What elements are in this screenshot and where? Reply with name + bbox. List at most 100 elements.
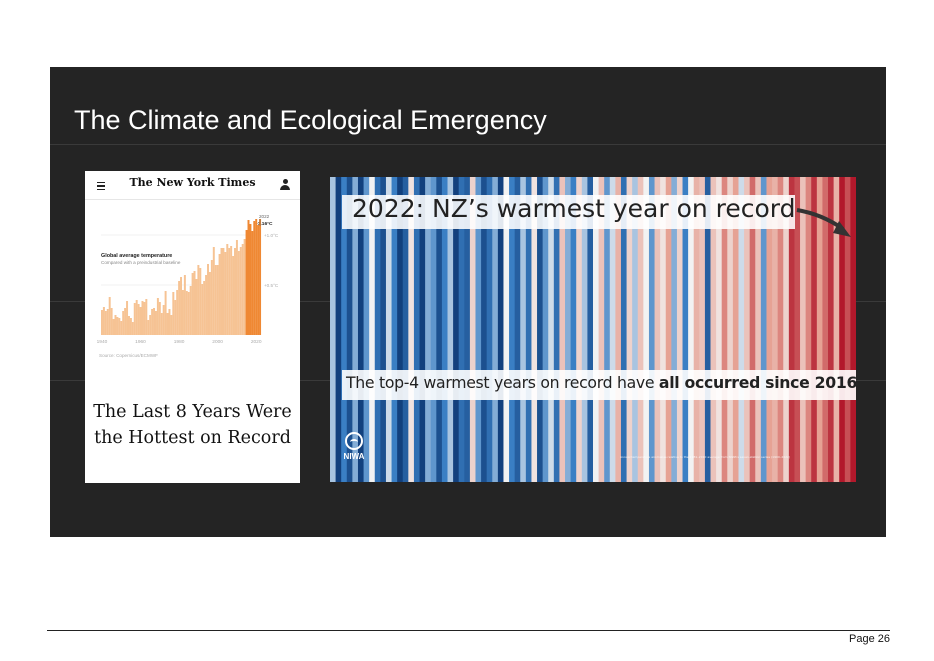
bar-1988 <box>193 271 196 335</box>
stripe-65 <box>693 177 700 482</box>
warming-stripes <box>330 177 856 482</box>
bar-1942 <box>104 311 107 335</box>
stripe-6 <box>363 177 370 482</box>
bar-2010 <box>235 240 238 335</box>
bar-1994 <box>205 275 208 335</box>
stripe-70 <box>721 177 728 482</box>
stripe-93 <box>850 177 856 482</box>
stripe-34 <box>520 177 527 482</box>
stripe-10 <box>385 177 393 482</box>
stripe-91 <box>839 177 846 482</box>
divider <box>50 144 886 145</box>
bar-1954 <box>127 316 130 335</box>
stripe-74 <box>744 177 751 482</box>
stripe-86 <box>811 177 818 482</box>
bar-1947 <box>114 315 117 335</box>
bar-1946 <box>112 319 115 335</box>
user-icon <box>280 179 290 191</box>
bar-1985 <box>187 292 190 335</box>
bar-1943 <box>106 309 109 335</box>
bar-2019 <box>253 221 256 335</box>
caption-text: The top-4 warmest years on record have <box>346 373 659 392</box>
bar-2011 <box>237 251 240 335</box>
bar-2017 <box>249 224 252 335</box>
stripe-11 <box>391 177 398 482</box>
stripe-7 <box>369 177 376 482</box>
article-headline: The Last 8 Years Were the Hottest on Rec… <box>93 402 292 448</box>
stripe-20 <box>441 177 449 482</box>
bar-1977 <box>172 292 175 335</box>
bar-2009 <box>234 248 236 335</box>
stripe-52 <box>620 177 628 482</box>
nyt-header: The New York Times <box>85 171 300 200</box>
bar-1997 <box>210 260 213 335</box>
stripes-title: 2022: NZ’s warmest year on record <box>352 194 796 223</box>
bar-2008 <box>232 256 235 335</box>
bar-2004 <box>224 252 227 335</box>
stripe-92 <box>844 177 852 482</box>
stripe-82 <box>788 177 796 482</box>
fineprint: Annual temperature anomalies relative to… <box>620 455 791 459</box>
bar-1986 <box>189 286 192 335</box>
bar-2018 <box>251 231 254 335</box>
stripe-76 <box>755 177 762 482</box>
caption-bold: all occurred since 2016 <box>658 373 856 392</box>
stripe-68 <box>710 177 717 482</box>
stripe-90 <box>833 177 840 482</box>
stripe-89 <box>828 177 835 482</box>
stripe-1 <box>335 177 342 482</box>
bar-1995 <box>207 264 210 335</box>
stripe-72 <box>732 177 740 482</box>
bar-1969 <box>156 298 159 335</box>
stripe-22 <box>453 177 460 482</box>
bar-1974 <box>166 313 169 335</box>
bar-1970 <box>158 302 161 335</box>
stripe-50 <box>609 177 616 482</box>
bar-1968 <box>154 311 157 335</box>
chart-source: Source: Copernicus/ECMWF <box>99 353 158 358</box>
bar-1975 <box>168 309 171 335</box>
bar-1960 <box>139 307 142 335</box>
bar-2005 <box>226 244 229 335</box>
stripe-2 <box>341 177 348 482</box>
stripe-31 <box>503 177 510 482</box>
slide-title: The Climate and Ecological Emergency <box>74 105 547 135</box>
annotation-value: +1.16°C <box>255 221 273 227</box>
stripe-61 <box>671 177 678 482</box>
stripe-49 <box>604 177 611 482</box>
stripe-80 <box>777 177 784 482</box>
bar-1981 <box>180 277 183 335</box>
bar-1944 <box>108 297 111 335</box>
stripe-46 <box>587 177 594 482</box>
stripe-84 <box>800 177 807 482</box>
stripe-87 <box>816 177 824 482</box>
bar-1979 <box>176 290 179 335</box>
y-tick-label: +1.0°C <box>264 233 279 238</box>
stripe-32 <box>509 177 516 482</box>
stripe-69 <box>716 177 723 482</box>
bar-1993 <box>203 281 206 335</box>
bar-1980 <box>178 281 181 335</box>
stripe-71 <box>727 177 734 482</box>
stripe-5 <box>357 177 365 482</box>
stripe-38 <box>542 177 549 482</box>
stripe-33 <box>514 177 521 482</box>
stripe-85 <box>805 177 812 482</box>
stripes-caption: The top-4 warmest years on record have a… <box>346 373 856 392</box>
stripe-23 <box>458 177 465 482</box>
stripe-53 <box>626 177 633 482</box>
stripe-9 <box>380 177 387 482</box>
stripe-66 <box>699 177 706 482</box>
chart-subtitle: Compared with a preindustrial baseline <box>101 260 181 265</box>
bar-1973 <box>164 291 167 335</box>
bar-1961 <box>141 301 144 335</box>
stripe-51 <box>615 177 622 482</box>
bar-2016 <box>247 220 250 335</box>
stripe-48 <box>598 177 605 482</box>
bar-1976 <box>170 315 173 335</box>
stripe-73 <box>738 177 745 482</box>
bar-1972 <box>162 305 165 335</box>
bar-1965 <box>149 315 152 335</box>
bar-1987 <box>191 273 194 335</box>
x-tick-label: 2020 <box>251 339 262 345</box>
